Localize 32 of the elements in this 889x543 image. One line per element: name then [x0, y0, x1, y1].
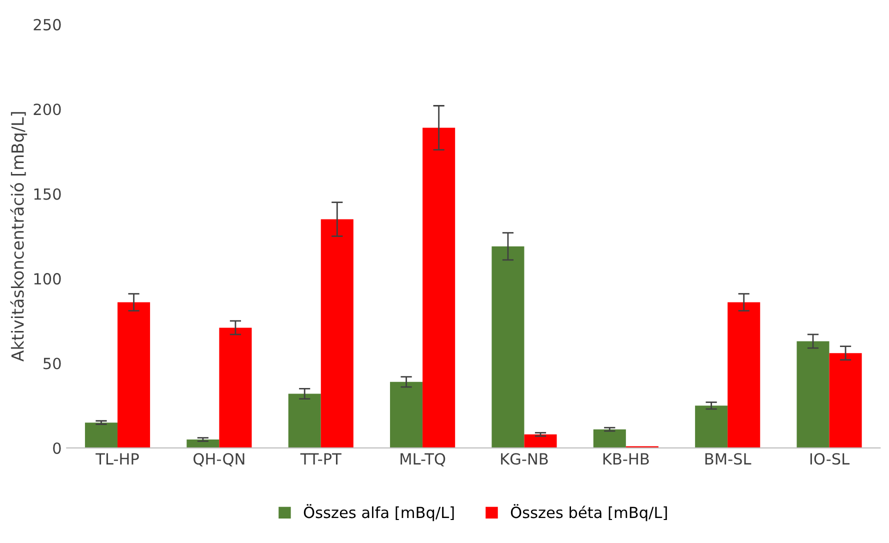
- y-tick-label: 250: [34, 18, 61, 30]
- bar: [796, 341, 830, 448]
- bar: [219, 328, 252, 448]
- bar: [320, 219, 354, 448]
- legend-label: Összes béta [mBq/L]: [510, 504, 667, 522]
- bar: [390, 382, 423, 448]
- bar: [593, 429, 626, 448]
- bar: [422, 128, 456, 448]
- bar: [84, 422, 118, 448]
- x-tick-label: QH-QN: [194, 453, 244, 466]
- bar: [288, 394, 321, 448]
- y-tick-label: 150: [34, 188, 61, 200]
- bar: [728, 302, 760, 448]
- y-tick-label: 200: [34, 104, 61, 116]
- y-axis-title: Aktivitáskoncentráció [mBq/L]: [10, 112, 28, 362]
- x-tick-label: ML-TQ: [400, 453, 446, 466]
- x-tick-label: BM-SL: [705, 453, 752, 465]
- x-tick-label: KG-NB: [501, 453, 548, 465]
- bar: [492, 246, 524, 448]
- y-tick-label: 0: [53, 442, 61, 454]
- bar: [118, 302, 150, 448]
- y-tick-label: 100: [34, 273, 61, 285]
- x-tick-label: TT-PT: [300, 453, 342, 464]
- x-tick-label: IO-SL: [810, 453, 850, 465]
- bar: [829, 353, 862, 448]
- bar: [695, 406, 728, 448]
- x-tick-label: KB-HB: [603, 453, 649, 464]
- bar: [186, 440, 220, 448]
- y-tick-label: 50: [44, 358, 61, 370]
- bar: [524, 434, 557, 448]
- legend-label: Összes alfa [mBq/L]: [304, 504, 454, 522]
- x-tick-label: TL-HP: [96, 453, 139, 464]
